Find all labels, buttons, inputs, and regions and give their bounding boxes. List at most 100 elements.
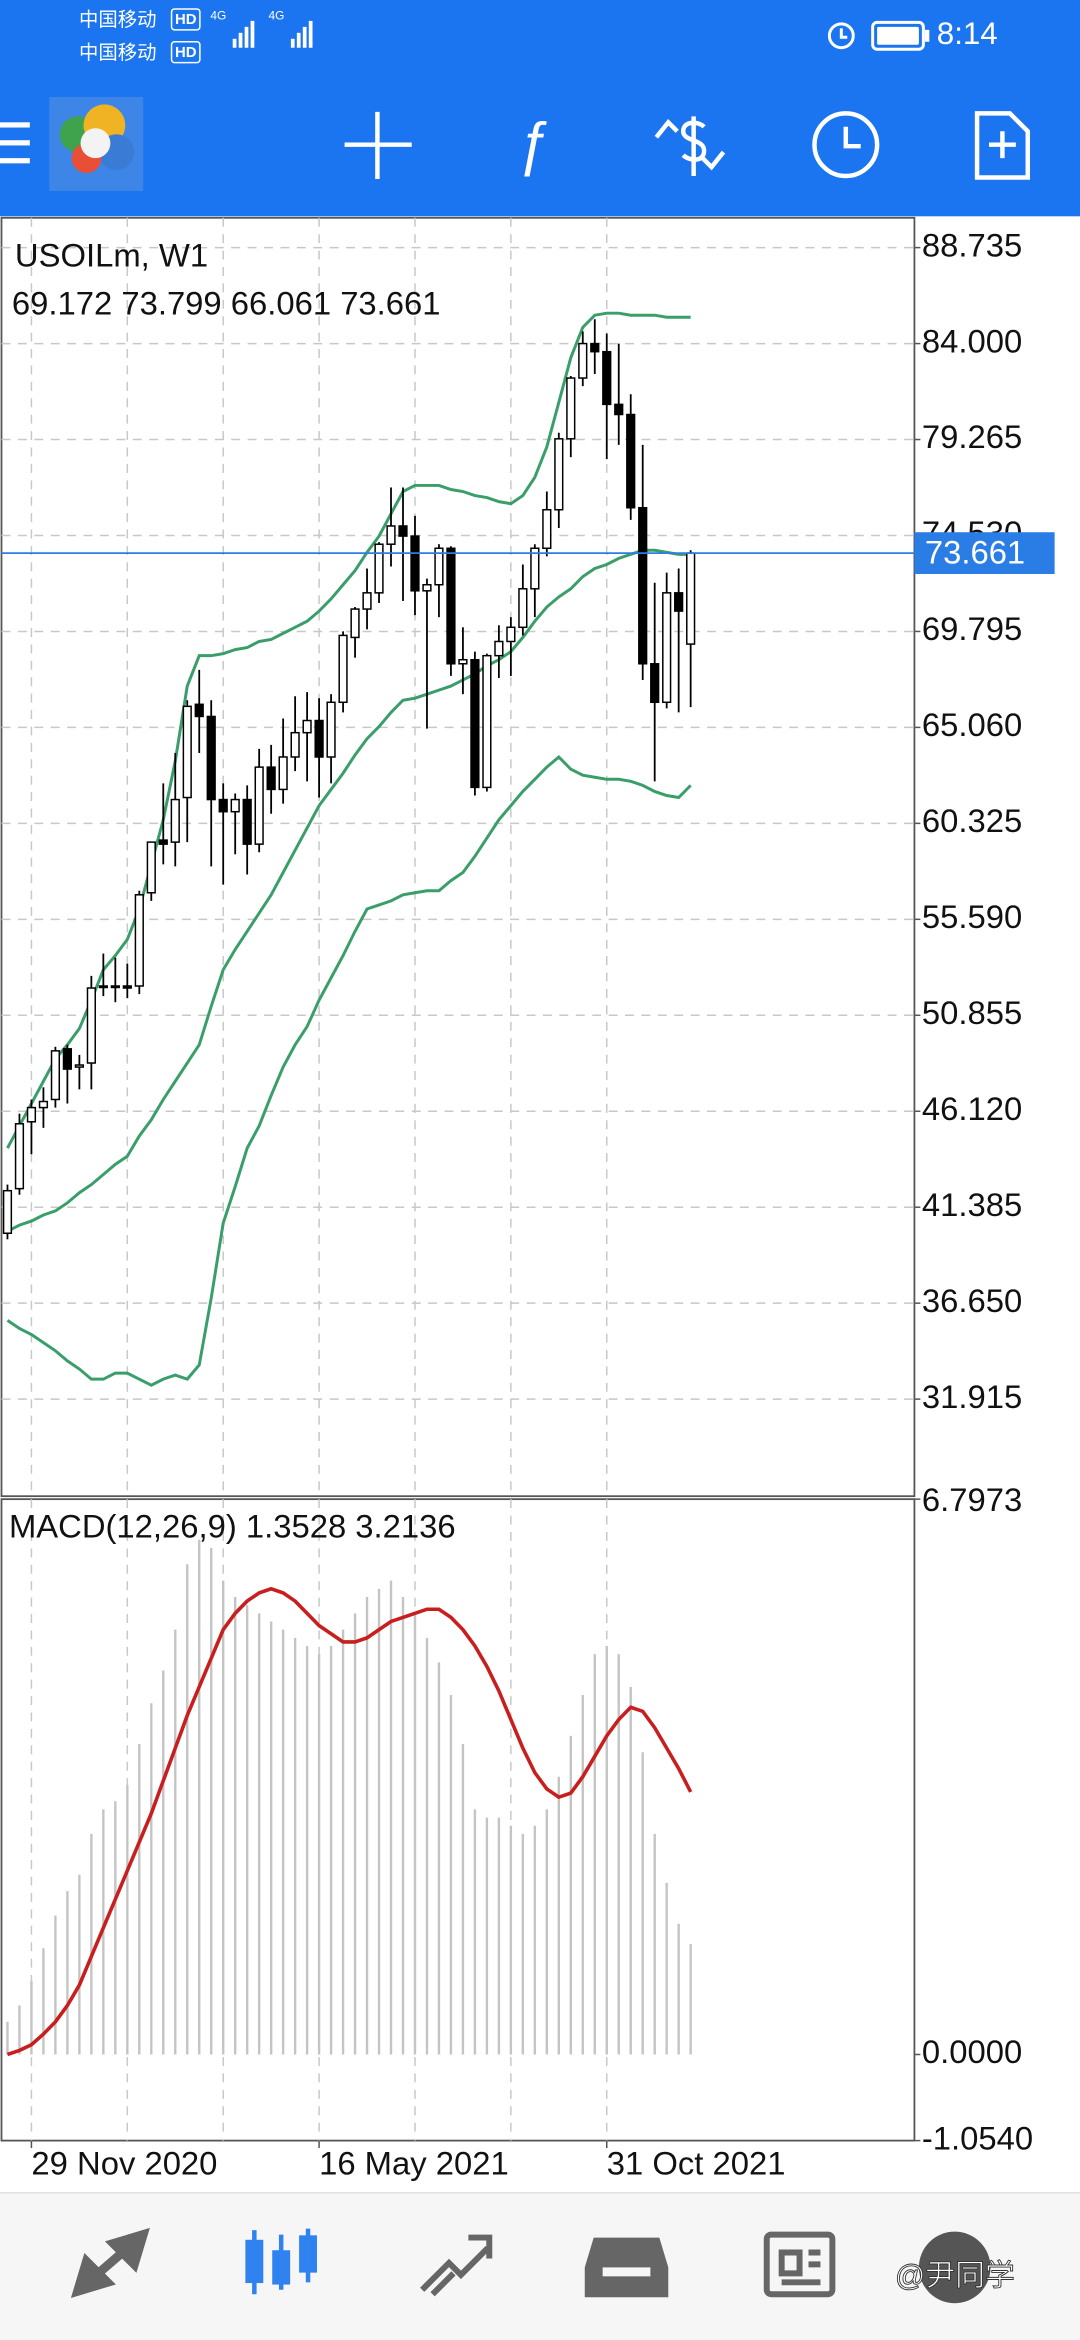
candle-body <box>182 705 192 799</box>
candle-body <box>74 1064 84 1068</box>
x-tick-label: 31 Oct 2021 <box>607 2145 786 2182</box>
x-tick-label: 29 Nov 2020 <box>31 2145 217 2182</box>
candle-body <box>506 626 516 643</box>
carrier: 中国移动 <box>79 9 157 31</box>
candle-body <box>350 608 360 639</box>
candle-body <box>98 985 108 989</box>
candle-body <box>638 506 648 665</box>
candle-body <box>26 1106 37 1123</box>
candle-body <box>278 756 288 791</box>
band-middle <box>6 548 691 1233</box>
y-tick-label: 46.120 <box>922 1090 1022 1127</box>
candle-body <box>314 719 324 758</box>
app-logo[interactable] <box>49 96 144 191</box>
ohlc-label: 69.172 73.799 66.061 73.661 <box>12 284 441 321</box>
candle-body <box>302 719 312 734</box>
y-tick-label: 36.650 <box>922 1282 1022 1319</box>
macd-label: MACD(12,26,9) 1.3528 3.2136 <box>9 1508 456 1545</box>
candle-body <box>170 798 180 843</box>
candle-body <box>422 583 432 592</box>
candle-body <box>458 658 468 665</box>
hd-label: HD <box>175 12 197 28</box>
candle-body <box>470 658 480 789</box>
y-tick-label: 55.590 <box>922 898 1022 935</box>
candle-body <box>62 1048 73 1070</box>
candle-body <box>662 592 672 704</box>
candle-body <box>518 588 528 629</box>
candle-body <box>2 1189 13 1234</box>
candle-body <box>374 543 384 594</box>
settings-tab[interactable] <box>918 2231 991 2304</box>
y-tick-label: 50.855 <box>922 994 1022 1031</box>
candle-body <box>50 1050 61 1101</box>
bottom-nav <box>0 2192 1080 2340</box>
history-button[interactable] <box>812 111 880 179</box>
symbol-label: USOILm, W1 <box>15 237 208 274</box>
status-bar: 中国移动 HD 4G 中国移动 HD 4G 8:14 <box>79 8 998 64</box>
candle-body <box>386 525 396 545</box>
new-order-button[interactable] <box>974 111 1031 180</box>
candle-body <box>410 535 420 592</box>
y-tick-label: 79.265 <box>922 418 1022 455</box>
candle-body <box>338 634 348 704</box>
history-tab[interactable] <box>584 2237 669 2298</box>
candle-body <box>290 731 300 758</box>
candle-body <box>14 1123 25 1190</box>
candle-body <box>554 438 564 511</box>
price-pane <box>0 216 916 1498</box>
candle-body <box>86 987 96 1064</box>
candle-body <box>482 654 492 789</box>
y-tick-label: 41.385 <box>922 1186 1022 1223</box>
hd-badge <box>170 8 201 31</box>
y-tick-label: 69.795 <box>922 610 1022 647</box>
candle-body <box>614 403 624 416</box>
candle-body <box>218 798 228 813</box>
candle-body <box>686 552 696 645</box>
candle-body <box>158 839 168 845</box>
y-tick-label: 0.0000 <box>922 2033 1022 2070</box>
macd-signal-line <box>6 1586 693 2057</box>
axis-layer: 88.73584.00079.26574.53069.79565.06060.3… <box>30 226 1055 2182</box>
candle-body <box>434 547 444 586</box>
toolbar: ƒ <box>0 96 1031 191</box>
candle-body <box>578 342 588 379</box>
candle-body <box>38 1100 49 1109</box>
y-tick-label: 65.060 <box>922 706 1022 743</box>
watermark: @尹同学 <box>895 2260 1015 2293</box>
candle-body <box>242 798 252 845</box>
y-tick-label: 6.7973 <box>922 1481 1022 1518</box>
candle-body <box>266 766 276 791</box>
signal-icon <box>232 20 313 48</box>
quotes-tab[interactable] <box>70 2227 150 2298</box>
menu-button[interactable] <box>0 122 30 164</box>
battery-icon <box>871 20 930 51</box>
candle-body <box>254 766 264 845</box>
candle-body <box>110 985 120 989</box>
candle-body <box>326 701 336 758</box>
candle-body <box>134 894 144 987</box>
macd-pane <box>0 1498 916 2142</box>
candle-body <box>206 715 216 801</box>
news-tab[interactable] <box>763 2231 836 2298</box>
indicators-button[interactable]: ƒ <box>516 109 549 176</box>
trade-button[interactable] <box>654 116 726 177</box>
network-label: 4G <box>269 9 285 23</box>
candle-body <box>146 841 156 894</box>
candle-body <box>494 640 504 657</box>
chart-tab[interactable] <box>245 2228 317 2295</box>
crosshair-button[interactable] <box>344 111 412 180</box>
hd-badge <box>170 41 201 64</box>
candle-body <box>446 547 456 665</box>
y-tick-label: 60.325 <box>922 802 1022 839</box>
x-tick-label: 16 May 2021 <box>319 2145 509 2182</box>
carrier: 中国移动 <box>79 42 157 64</box>
current-price-box <box>914 532 1055 574</box>
candle-body <box>122 985 132 989</box>
candle-body <box>590 342 600 353</box>
trade-tab[interactable] <box>420 2234 493 2297</box>
alarm-icon <box>827 22 855 50</box>
y-tick-label: 84.000 <box>922 322 1022 359</box>
candle-body <box>650 663 660 704</box>
